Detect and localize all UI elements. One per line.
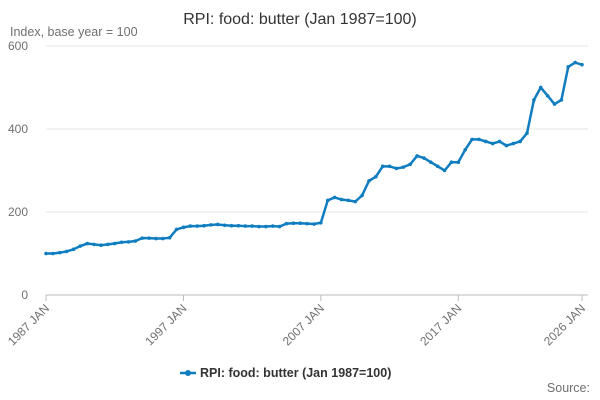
point <box>174 227 179 232</box>
point <box>298 221 303 226</box>
point <box>319 220 323 225</box>
point <box>71 247 76 252</box>
point <box>236 223 241 228</box>
point <box>112 241 117 246</box>
point <box>360 193 364 198</box>
point <box>470 137 474 142</box>
point <box>401 165 406 169</box>
point <box>78 244 83 248</box>
point <box>422 156 426 160</box>
point <box>161 236 165 241</box>
point <box>250 224 254 228</box>
point <box>133 239 138 243</box>
y-tick-label: 400 <box>8 122 28 136</box>
point <box>209 223 213 227</box>
point <box>64 249 69 254</box>
chart-title: RPI: food: butter (Jan 1987=100) <box>183 11 416 28</box>
point <box>257 224 261 229</box>
point <box>415 154 419 158</box>
point <box>181 225 186 230</box>
point <box>353 199 358 204</box>
point <box>504 143 509 148</box>
point <box>552 102 557 106</box>
point <box>312 222 316 226</box>
point <box>119 240 124 245</box>
point <box>140 236 145 240</box>
point <box>92 242 96 247</box>
point <box>325 198 330 203</box>
point <box>147 236 151 240</box>
point <box>545 94 550 98</box>
point <box>580 62 584 67</box>
point <box>518 139 522 144</box>
point <box>346 198 351 203</box>
legend-dot <box>185 370 191 376</box>
point <box>456 160 461 164</box>
point <box>195 224 199 228</box>
point <box>511 141 516 146</box>
point <box>51 251 55 256</box>
y-tick-label: 200 <box>8 205 28 219</box>
point <box>374 174 378 179</box>
y-tick-label: 600 <box>8 39 28 53</box>
point <box>483 139 488 144</box>
point <box>339 197 344 202</box>
point <box>167 235 172 240</box>
point <box>497 139 502 144</box>
point <box>264 224 268 229</box>
point <box>449 160 454 164</box>
point <box>525 131 529 135</box>
point <box>559 98 564 102</box>
source: Source: <box>547 381 590 395</box>
point <box>532 98 536 102</box>
point <box>291 221 296 226</box>
point <box>202 223 206 228</box>
point <box>305 221 309 226</box>
subtitle: Index, base year = 100 <box>10 25 138 39</box>
point <box>367 179 371 183</box>
point <box>387 164 392 169</box>
point <box>435 164 440 169</box>
point <box>408 162 413 167</box>
point <box>277 224 282 229</box>
x-tick-label: 2026 JAN <box>541 301 588 348</box>
point <box>126 240 131 244</box>
point <box>394 166 399 171</box>
point <box>566 64 571 69</box>
point <box>106 242 110 247</box>
point <box>44 251 48 256</box>
point <box>538 85 543 90</box>
x-tick-label: 1987 JAN <box>5 301 52 348</box>
point <box>429 160 433 164</box>
point <box>154 236 158 241</box>
point <box>463 147 467 152</box>
point <box>222 223 227 228</box>
point <box>270 224 275 228</box>
x-tick-label: 1997 JAN <box>142 301 189 348</box>
point <box>188 224 193 228</box>
point <box>85 241 90 246</box>
point <box>243 224 248 228</box>
point <box>332 195 337 200</box>
point <box>215 222 220 227</box>
legend-label: RPI: food: butter (Jan 1987=100) <box>200 366 391 380</box>
point <box>380 164 385 169</box>
point <box>284 221 289 226</box>
point <box>99 243 103 247</box>
point <box>477 137 481 142</box>
y-tick-label: 0 <box>21 288 28 302</box>
point <box>573 60 577 65</box>
point <box>442 168 447 173</box>
point <box>490 141 495 146</box>
x-tick-label: 2017 JAN <box>417 301 464 348</box>
x-tick-label: 2007 JAN <box>280 301 327 348</box>
point <box>229 223 234 228</box>
point <box>57 250 62 255</box>
